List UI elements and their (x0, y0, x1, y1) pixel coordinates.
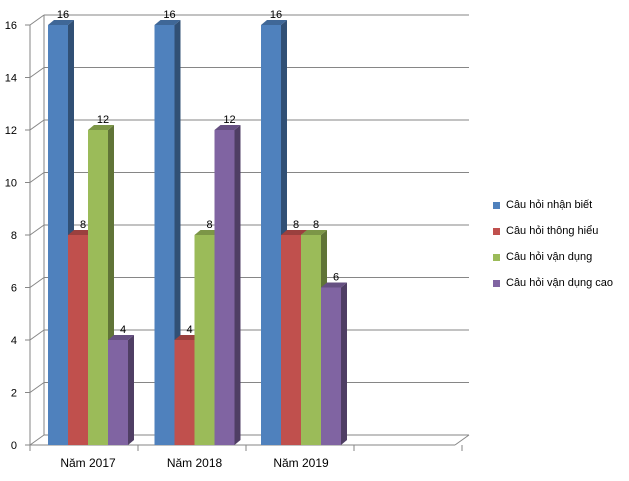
bar-top (301, 230, 327, 235)
legend-swatch (493, 201, 500, 209)
x-tick-label: Năm 2018 (167, 456, 223, 470)
data-label: 8 (206, 219, 212, 231)
bar-top (154, 20, 181, 25)
bar-Câu hỏi nhận biết (261, 25, 281, 445)
legend-item-van-dung: Câu hỏi vận dụng (493, 244, 613, 270)
data-label: 12 (97, 114, 109, 126)
bar-Câu hỏi thông hiểu (174, 340, 195, 445)
bar-side (341, 282, 347, 445)
bar-top (48, 20, 74, 25)
legend-item-nhan-biet: Câu hỏi nhận biết (493, 192, 613, 218)
bar-Câu hỏi thông hiểu (68, 235, 88, 445)
legend-item-van-dung-cao: Câu hỏi vận dụng cao (493, 270, 613, 296)
bar-top (194, 230, 221, 235)
bar-top (88, 125, 114, 130)
bar-Câu hỏi vận dụng (194, 235, 215, 445)
y-tick-label: 8 (11, 230, 17, 242)
legend-label: Câu hỏi vận dụng cao (506, 277, 614, 289)
gridline-depth (29, 119, 45, 131)
bar-top (108, 335, 134, 340)
y-tick-label: 10 (5, 178, 17, 190)
gridline-depth (29, 382, 45, 393)
bar-Câu hỏi vận dụng (301, 235, 321, 445)
gridline-depth (29, 14, 45, 26)
bar-Câu hỏi vận dụng cao (214, 130, 235, 445)
bars (48, 20, 347, 445)
y-tick-label: 4 (11, 335, 17, 347)
legend-swatch (493, 253, 500, 261)
bar-Câu hỏi vận dụng (88, 130, 108, 445)
legend-swatch (493, 279, 500, 287)
legend-label: Câu hỏi nhận biết (506, 199, 593, 211)
gridline-depth (29, 67, 45, 78)
data-label: 8 (293, 219, 299, 231)
legend-swatch (493, 227, 500, 235)
data-label: 4 (186, 324, 192, 336)
bar-Câu hỏi nhận biết (48, 25, 68, 445)
data-label: 8 (80, 219, 86, 231)
y-tick-label: 2 (11, 388, 17, 400)
bar-top (68, 230, 94, 235)
bar-Câu hỏi vận dụng cao (321, 287, 341, 445)
gridline-depth (29, 224, 45, 236)
data-label: 16 (57, 9, 69, 21)
bar-Câu hỏi thông hiểu (281, 235, 301, 445)
data-label: 16 (270, 9, 282, 21)
bar-top (321, 282, 347, 288)
data-label: 6 (333, 272, 339, 284)
bar-top (214, 125, 241, 130)
gridline-depth (29, 277, 45, 288)
y-tick-label: 14 (5, 73, 17, 85)
data-label: 8 (313, 219, 319, 231)
gridline-depth (29, 172, 45, 183)
bar-Câu hỏi nhận biết (154, 25, 175, 445)
data-labels: 16 8 12 4 16 4 8 12 16 8 8 6 (57, 9, 339, 336)
gridline-depth (29, 434, 45, 446)
y-tick-label: 0 (11, 440, 17, 452)
bar-Câu hỏi vận dụng cao (108, 340, 128, 445)
bar-side (128, 335, 134, 445)
data-label: 16 (163, 9, 175, 21)
y-tick-label: 16 (5, 20, 17, 32)
legend: Câu hỏi nhận biết Câu hỏi thông hiểu Câu… (493, 192, 613, 296)
bar-top (261, 20, 287, 25)
legend-item-thong-hieu: Câu hỏi thông hiểu (493, 218, 613, 244)
floor-edge (454, 434, 470, 446)
gridline-depth (29, 329, 45, 341)
legend-label: Câu hỏi thông hiểu (506, 225, 599, 237)
data-label: 12 (223, 114, 235, 126)
bar-side (234, 125, 241, 445)
tick-labels: 0 2 4 6 8 10 12 14 16 Năm 2017 Năm 2018 Năm 2019 (5, 20, 329, 470)
y-tick-label: 12 (5, 125, 17, 137)
data-label: 4 (120, 324, 126, 336)
bar-top (174, 335, 201, 340)
legend-label: Câu hỏi vận dụng (506, 251, 593, 263)
x-tick-label: Năm 2017 (60, 456, 116, 470)
y-tick-label: 6 (11, 283, 17, 295)
x-tick-label: Năm 2019 (273, 456, 329, 470)
bar-top (281, 230, 307, 235)
